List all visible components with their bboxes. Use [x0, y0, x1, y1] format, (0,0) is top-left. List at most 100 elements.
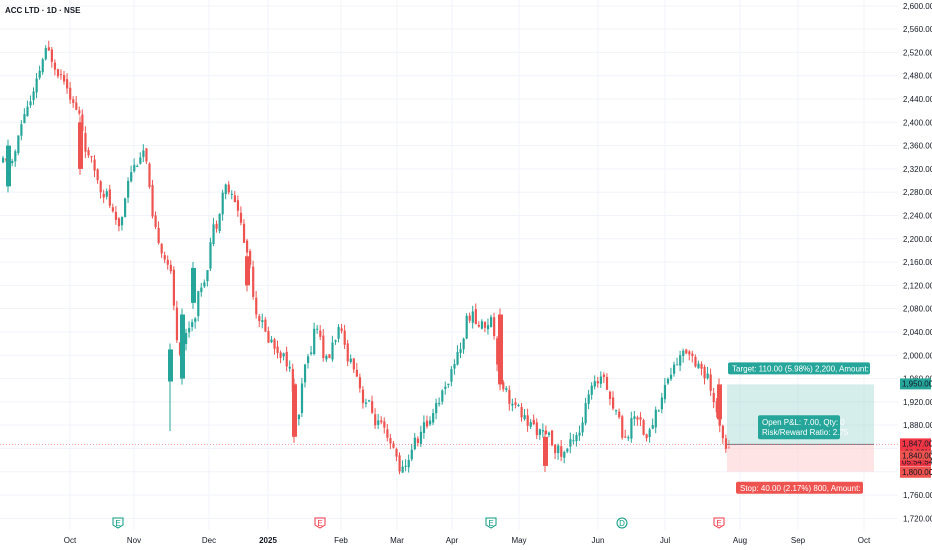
candle-body	[371, 401, 374, 413]
candle-body	[554, 444, 557, 453]
candle-body	[87, 150, 90, 156]
candle-body	[374, 414, 377, 426]
candle-body	[136, 165, 139, 167]
candle-body	[380, 420, 383, 423]
candle-body	[514, 402, 517, 405]
candle-body	[493, 317, 496, 337]
candle-body	[578, 432, 581, 436]
candle-body	[169, 264, 172, 272]
candle-body	[242, 223, 246, 243]
candle-body	[477, 324, 480, 327]
candle-body	[102, 193, 105, 198]
candle-body	[261, 320, 264, 323]
candle-body	[465, 315, 468, 339]
candle-body	[694, 356, 697, 367]
candle-body	[621, 416, 624, 438]
candle-body	[486, 325, 490, 330]
candle-body	[35, 78, 38, 93]
x-tick-label: Aug	[733, 536, 747, 545]
candle-body	[447, 383, 450, 386]
last-close-badge: 1,840.00	[902, 451, 932, 460]
candle-body	[273, 339, 276, 349]
candle-body	[712, 392, 715, 403]
candle-body	[270, 339, 273, 343]
long-position-tool[interactable]: Target: 110.00 (5.98%) 2,200, Amount: 1.…	[0, 362, 898, 494]
candle-body	[346, 343, 349, 362]
candle-body	[114, 211, 118, 220]
candle-body	[526, 415, 529, 426]
price-axis[interactable]: 1,720.00 1,760.00 1,800.00 1,840.00 1,880.00…	[900, 2, 932, 524]
x-tick-label: Oct	[64, 536, 77, 545]
candle-body	[483, 321, 487, 328]
candle-body	[459, 349, 462, 353]
candle-body	[407, 459, 410, 468]
candle-body	[117, 218, 121, 227]
candle-body	[151, 185, 154, 217]
candle-body	[218, 213, 221, 232]
candle-body	[319, 330, 322, 337]
candle-body	[416, 438, 419, 444]
candle-body	[685, 349, 688, 354]
x-tick-label: Nov	[127, 536, 141, 545]
candle-body	[26, 106, 29, 117]
candle-body	[233, 195, 236, 203]
candle-body	[691, 353, 694, 357]
candle-body	[508, 389, 511, 404]
candle-body	[99, 181, 102, 193]
candle-body	[544, 430, 548, 435]
candle-body	[377, 420, 380, 425]
candle-body	[11, 160, 14, 164]
candle-body	[627, 437, 630, 439]
candle-body	[66, 79, 69, 89]
candle-body	[285, 351, 288, 367]
candle-body	[456, 352, 459, 365]
y-tick-label: 2,480.00	[903, 72, 932, 81]
candle-body	[480, 321, 484, 329]
candle-body	[245, 256, 250, 286]
candle-body	[422, 422, 426, 433]
candle-body	[471, 311, 474, 323]
candle-body	[358, 377, 362, 389]
candle-body	[194, 318, 197, 322]
candle-body	[63, 75, 66, 82]
candle-body	[215, 223, 218, 229]
x-tick-label: Apr	[446, 536, 459, 545]
candle-body	[191, 267, 196, 303]
candle-body	[660, 397, 663, 410]
candle-body	[709, 374, 712, 391]
earnings-icon	[112, 517, 124, 529]
candle-body	[111, 207, 114, 212]
target-axis-badge: 1,950.00	[902, 379, 932, 388]
time-axis[interactable]: Oct Nov Dec 2025 Feb Mar Apr May Jun Jul Aug Sep Oct	[64, 536, 871, 545]
candle-body	[343, 330, 346, 345]
target-label: Target: 110.00 (5.98%) 2,200, Amount: 1.…	[732, 364, 887, 373]
candle-body	[267, 330, 270, 343]
candle-body	[581, 422, 584, 433]
x-tick-label: Jun	[592, 536, 605, 545]
candle-body	[502, 382, 505, 390]
candle-body	[6, 145, 11, 187]
candle-body	[636, 417, 639, 420]
candle-body	[599, 376, 602, 384]
candle-body	[29, 101, 32, 106]
candle-body	[435, 402, 438, 414]
candle-body	[413, 437, 416, 450]
candle-body	[310, 352, 313, 355]
y-tick-label: 1,720.00	[903, 514, 932, 523]
candle-body	[20, 124, 23, 136]
candle-body	[368, 400, 371, 402]
candle-body	[584, 403, 587, 424]
y-tick-label: 2,000.00	[903, 351, 932, 360]
candle-body	[50, 49, 53, 62]
candle-body	[349, 358, 352, 363]
pnl-label: Open P&L: 7.00, Qty: 0	[762, 418, 845, 427]
candle-body	[96, 169, 99, 181]
event-label: D	[619, 519, 625, 528]
candle-body	[700, 363, 703, 369]
candle-body	[468, 315, 471, 321]
candle-body	[78, 122, 83, 169]
candle-body	[587, 394, 590, 404]
candle-body	[160, 243, 163, 254]
